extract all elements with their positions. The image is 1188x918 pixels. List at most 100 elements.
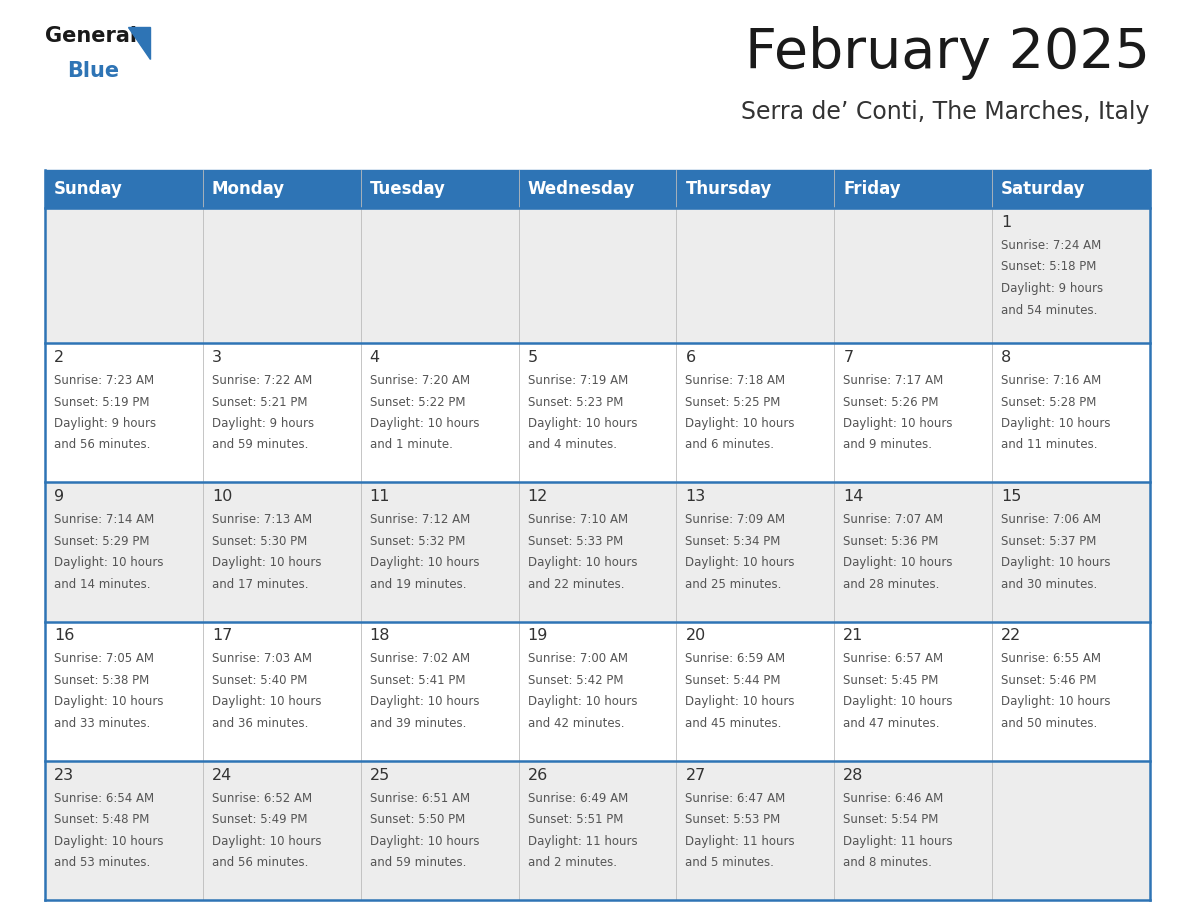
Text: Sunset: 5:45 PM: Sunset: 5:45 PM <box>843 674 939 687</box>
Text: 7: 7 <box>843 350 853 365</box>
Text: and 22 minutes.: and 22 minutes. <box>527 577 624 591</box>
Text: Sunset: 5:40 PM: Sunset: 5:40 PM <box>211 674 308 687</box>
Text: Daylight: 10 hours: Daylight: 10 hours <box>1001 417 1111 430</box>
Text: Sunset: 5:41 PM: Sunset: 5:41 PM <box>369 674 466 687</box>
Text: Daylight: 10 hours: Daylight: 10 hours <box>211 696 322 709</box>
Text: and 59 minutes.: and 59 minutes. <box>369 856 466 869</box>
Text: and 25 minutes.: and 25 minutes. <box>685 577 782 591</box>
Text: Sunrise: 7:05 AM: Sunrise: 7:05 AM <box>53 653 154 666</box>
Text: and 2 minutes.: and 2 minutes. <box>527 856 617 869</box>
Text: Sunrise: 7:23 AM: Sunrise: 7:23 AM <box>53 374 154 387</box>
Text: Sunrise: 7:22 AM: Sunrise: 7:22 AM <box>211 374 312 387</box>
Text: Monday: Monday <box>211 180 285 198</box>
Text: Sunset: 5:37 PM: Sunset: 5:37 PM <box>1001 535 1097 548</box>
Text: Sunrise: 7:24 AM: Sunrise: 7:24 AM <box>1001 239 1101 252</box>
Text: 28: 28 <box>843 767 864 783</box>
Text: and 8 minutes.: and 8 minutes. <box>843 856 933 869</box>
Text: Sunrise: 7:00 AM: Sunrise: 7:00 AM <box>527 653 627 666</box>
Text: Daylight: 11 hours: Daylight: 11 hours <box>685 834 795 847</box>
Text: and 11 minutes.: and 11 minutes. <box>1001 439 1098 452</box>
Text: Daylight: 10 hours: Daylight: 10 hours <box>369 556 479 569</box>
Text: 26: 26 <box>527 767 548 783</box>
Text: and 17 minutes.: and 17 minutes. <box>211 577 309 591</box>
Text: 27: 27 <box>685 767 706 783</box>
Text: Sunrise: 7:17 AM: Sunrise: 7:17 AM <box>843 374 943 387</box>
Text: Tuesday: Tuesday <box>369 180 446 198</box>
Text: Sunrise: 7:13 AM: Sunrise: 7:13 AM <box>211 513 312 526</box>
Text: and 54 minutes.: and 54 minutes. <box>1001 304 1098 317</box>
Text: Sunset: 5:18 PM: Sunset: 5:18 PM <box>1001 261 1097 274</box>
Text: Sunset: 5:19 PM: Sunset: 5:19 PM <box>53 396 150 409</box>
Text: Daylight: 10 hours: Daylight: 10 hours <box>685 417 795 430</box>
Text: Daylight: 10 hours: Daylight: 10 hours <box>1001 696 1111 709</box>
Text: Blue: Blue <box>67 61 119 81</box>
Text: Sunset: 5:33 PM: Sunset: 5:33 PM <box>527 535 623 548</box>
Text: Sunset: 5:49 PM: Sunset: 5:49 PM <box>211 813 308 826</box>
Text: Daylight: 10 hours: Daylight: 10 hours <box>211 834 322 847</box>
Text: and 36 minutes.: and 36 minutes. <box>211 717 308 730</box>
Text: February 2025: February 2025 <box>745 26 1150 80</box>
Text: Daylight: 10 hours: Daylight: 10 hours <box>369 834 479 847</box>
Text: Thursday: Thursday <box>685 180 772 198</box>
Text: Sunset: 5:48 PM: Sunset: 5:48 PM <box>53 813 150 826</box>
Text: Sunset: 5:46 PM: Sunset: 5:46 PM <box>1001 674 1097 687</box>
Text: 18: 18 <box>369 629 390 644</box>
Text: Daylight: 10 hours: Daylight: 10 hours <box>527 417 637 430</box>
Text: Sunset: 5:54 PM: Sunset: 5:54 PM <box>843 813 939 826</box>
Text: and 14 minutes.: and 14 minutes. <box>53 577 151 591</box>
Text: and 53 minutes.: and 53 minutes. <box>53 856 150 869</box>
Text: and 4 minutes.: and 4 minutes. <box>527 439 617 452</box>
Text: Sunset: 5:36 PM: Sunset: 5:36 PM <box>843 535 939 548</box>
Text: Sunrise: 6:59 AM: Sunrise: 6:59 AM <box>685 653 785 666</box>
Text: 3: 3 <box>211 350 222 365</box>
Text: Daylight: 11 hours: Daylight: 11 hours <box>527 834 637 847</box>
Bar <box>45 761 1150 900</box>
Text: Daylight: 10 hours: Daylight: 10 hours <box>527 696 637 709</box>
Text: Daylight: 9 hours: Daylight: 9 hours <box>53 417 156 430</box>
Text: and 59 minutes.: and 59 minutes. <box>211 439 308 452</box>
Text: 1: 1 <box>1001 215 1011 230</box>
Text: Sunrise: 7:06 AM: Sunrise: 7:06 AM <box>1001 513 1101 526</box>
Text: 14: 14 <box>843 489 864 504</box>
Text: Serra de’ Conti, The Marches, Italy: Serra de’ Conti, The Marches, Italy <box>741 100 1150 124</box>
Text: Sunrise: 7:02 AM: Sunrise: 7:02 AM <box>369 653 469 666</box>
Text: 6: 6 <box>685 350 695 365</box>
Text: Sunrise: 7:20 AM: Sunrise: 7:20 AM <box>369 374 469 387</box>
Text: 9: 9 <box>53 489 64 504</box>
Text: Sunrise: 6:51 AM: Sunrise: 6:51 AM <box>369 791 469 805</box>
Text: Sunrise: 7:19 AM: Sunrise: 7:19 AM <box>527 374 627 387</box>
Text: Sunrise: 6:52 AM: Sunrise: 6:52 AM <box>211 791 312 805</box>
Text: Daylight: 10 hours: Daylight: 10 hours <box>685 696 795 709</box>
Text: 2: 2 <box>53 350 64 365</box>
Text: 16: 16 <box>53 629 75 644</box>
Text: Daylight: 10 hours: Daylight: 10 hours <box>1001 556 1111 569</box>
Bar <box>45 208 1150 343</box>
Text: Daylight: 10 hours: Daylight: 10 hours <box>843 696 953 709</box>
Text: and 1 minute.: and 1 minute. <box>369 439 453 452</box>
Text: 11: 11 <box>369 489 390 504</box>
Text: Daylight: 10 hours: Daylight: 10 hours <box>211 556 322 569</box>
Text: Sunset: 5:50 PM: Sunset: 5:50 PM <box>369 813 465 826</box>
Text: Sunrise: 7:18 AM: Sunrise: 7:18 AM <box>685 374 785 387</box>
Text: 15: 15 <box>1001 489 1022 504</box>
Text: Sunrise: 6:54 AM: Sunrise: 6:54 AM <box>53 791 154 805</box>
Text: and 33 minutes.: and 33 minutes. <box>53 717 150 730</box>
Text: Sunset: 5:38 PM: Sunset: 5:38 PM <box>53 674 150 687</box>
Text: Daylight: 10 hours: Daylight: 10 hours <box>685 556 795 569</box>
Text: Sunset: 5:30 PM: Sunset: 5:30 PM <box>211 535 308 548</box>
Text: 25: 25 <box>369 767 390 783</box>
Text: and 5 minutes.: and 5 minutes. <box>685 856 775 869</box>
Text: General: General <box>45 26 137 46</box>
Text: Daylight: 11 hours: Daylight: 11 hours <box>843 834 953 847</box>
Text: and 6 minutes.: and 6 minutes. <box>685 439 775 452</box>
Text: Friday: Friday <box>843 180 901 198</box>
Text: 20: 20 <box>685 629 706 644</box>
Text: Sunrise: 7:12 AM: Sunrise: 7:12 AM <box>369 513 470 526</box>
Text: Sunrise: 6:47 AM: Sunrise: 6:47 AM <box>685 791 785 805</box>
Text: Sunrise: 7:16 AM: Sunrise: 7:16 AM <box>1001 374 1101 387</box>
Text: Sunrise: 7:09 AM: Sunrise: 7:09 AM <box>685 513 785 526</box>
Text: Sunset: 5:32 PM: Sunset: 5:32 PM <box>369 535 465 548</box>
Text: Sunset: 5:29 PM: Sunset: 5:29 PM <box>53 535 150 548</box>
Bar <box>45 343 1150 482</box>
Text: Sunrise: 6:46 AM: Sunrise: 6:46 AM <box>843 791 943 805</box>
